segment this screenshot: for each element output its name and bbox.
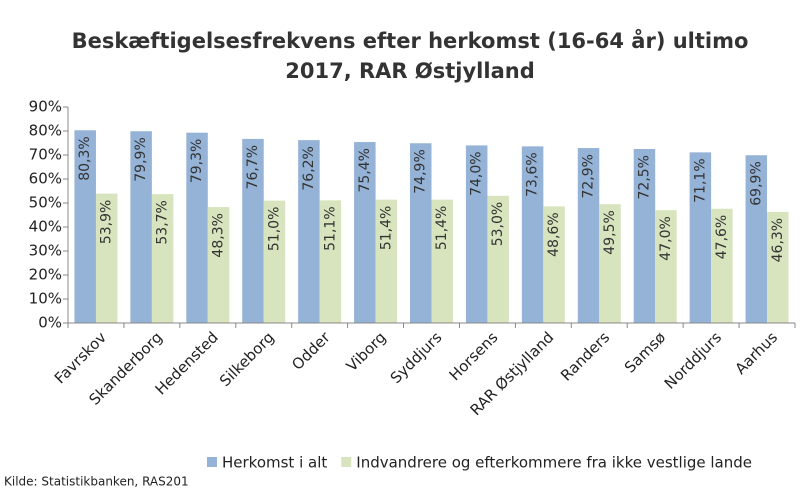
bar: [655, 210, 677, 323]
bar: [633, 149, 656, 323]
value-label: 53,9%: [99, 200, 115, 244]
bar: [354, 142, 376, 323]
bar: [263, 200, 286, 323]
bar: [74, 130, 96, 323]
value-label: 74,0%: [469, 151, 485, 195]
bar: [186, 132, 208, 323]
y-tick-label: 70%: [29, 146, 62, 164]
value-label: 75,4%: [357, 148, 373, 192]
value-label: 49,5%: [602, 210, 618, 254]
legend-swatch: [341, 457, 352, 467]
chart-title: 2017, RAR Østjylland: [285, 59, 534, 83]
legend-label: Indvandrere og efterkommere fra ikke ves…: [356, 454, 752, 472]
value-label: 47,0%: [658, 216, 674, 260]
bar: [207, 207, 230, 323]
bar: [410, 143, 432, 323]
value-label: 46,3%: [770, 218, 786, 262]
value-label: 51,1%: [322, 206, 338, 250]
y-tick-label: 40%: [29, 218, 62, 236]
bar: [375, 199, 398, 323]
y-tick-label: 0%: [38, 314, 62, 332]
bar: [95, 193, 118, 323]
value-label: 53,0%: [490, 202, 506, 246]
x-tick-label: Horsens: [446, 328, 502, 384]
y-tick-label: 60%: [29, 170, 62, 188]
bar: [745, 155, 768, 323]
value-label: 76,7%: [245, 145, 261, 189]
x-tick-label: Syddjurs: [387, 328, 446, 387]
bar: [577, 148, 600, 323]
x-tick-label: Favrskov: [51, 328, 110, 387]
bar: [465, 145, 488, 323]
value-label: 73,6%: [525, 152, 541, 196]
bar: [521, 146, 544, 323]
value-label: 76,2%: [301, 146, 317, 190]
value-label: 74,9%: [413, 149, 429, 193]
x-tick-label: Viborg: [343, 328, 390, 375]
bar: [151, 194, 174, 323]
source: Kilde: Statistikbanken, RAS201: [4, 475, 189, 489]
value-label: 79,3%: [189, 139, 205, 183]
x-tick-label: Randers: [557, 328, 613, 384]
value-label: 47,6%: [714, 215, 730, 259]
value-label: 48,3%: [211, 213, 227, 257]
bar: [431, 199, 453, 323]
x-tick-label: Samsø: [621, 328, 669, 376]
legend-label: Herkomst i alt: [222, 454, 327, 472]
value-label: 51,0%: [266, 207, 282, 251]
value-label: 51,4%: [434, 206, 450, 250]
bar: [242, 138, 264, 323]
value-label: 79,9%: [133, 137, 149, 181]
bar: [130, 131, 152, 323]
y-tick-label: 80%: [29, 122, 62, 140]
bar: [599, 204, 621, 323]
bar: [767, 211, 789, 323]
x-tick-label: Norddjurs: [661, 328, 725, 392]
x-tick-label: Silkeborg: [216, 328, 278, 390]
chart-title: Beskæftigelsesfrekvens efter herkomst (1…: [72, 28, 749, 53]
y-tick-label: 90%: [29, 98, 62, 116]
x-tick-label: Odder: [288, 328, 334, 374]
bar: [689, 152, 712, 323]
value-label: 48,6%: [546, 212, 562, 256]
y-tick-label: 50%: [29, 194, 62, 212]
value-label: 72,9%: [581, 154, 597, 198]
y-tick-label: 10%: [29, 290, 62, 308]
bar: [711, 208, 733, 323]
value-label: 80,3%: [77, 136, 93, 180]
value-label: 71,1%: [692, 158, 708, 202]
x-tick-label: Aarhus: [731, 328, 781, 378]
y-tick-label: 30%: [29, 242, 62, 260]
bar: [543, 206, 565, 323]
y-tick-label: 20%: [29, 266, 62, 284]
bar: [319, 200, 342, 323]
value-label: 53,7%: [155, 200, 171, 244]
value-label: 72,5%: [636, 155, 652, 199]
bar: [298, 140, 320, 323]
value-label: 51,4%: [378, 206, 394, 250]
legend-swatch: [207, 457, 217, 467]
value-label: 69,9%: [748, 161, 764, 205]
bar: [487, 195, 509, 323]
